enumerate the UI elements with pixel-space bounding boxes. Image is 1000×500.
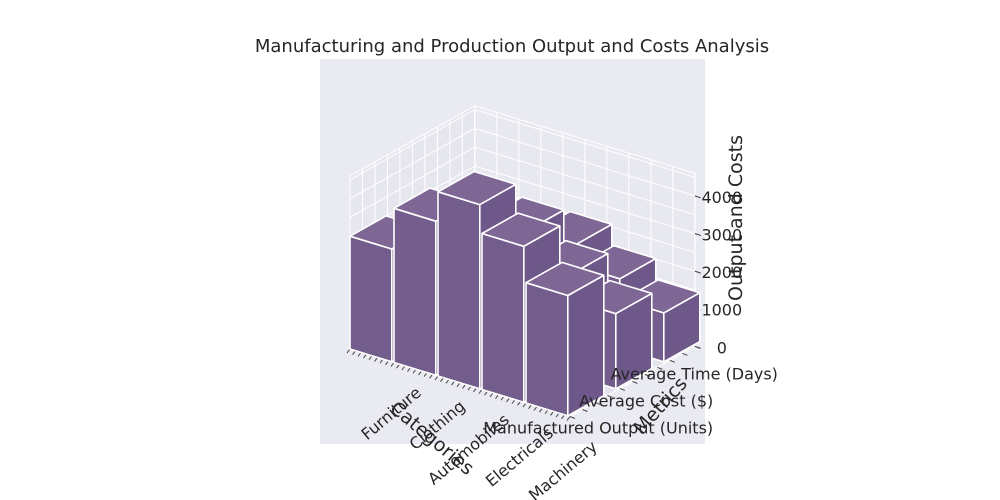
y-tick-label: Manufactured Output (Units) <box>483 419 713 438</box>
y-tick-mark <box>682 352 688 356</box>
bar-top-face <box>525 261 605 297</box>
x-tick-mark <box>473 387 477 393</box>
x-tick-mark <box>467 385 472 391</box>
bar <box>525 261 605 417</box>
y-tick-mark <box>669 359 676 363</box>
bar-front-face <box>481 232 525 404</box>
x-tick-mark <box>385 360 389 366</box>
y-tick-mark <box>657 366 663 370</box>
x-tick-mark <box>561 414 565 420</box>
x-tick-mark <box>346 348 351 354</box>
bar-top-face <box>437 170 517 206</box>
z-tick-label: 3000 <box>701 226 742 245</box>
z-tick-mark <box>694 270 701 274</box>
z-tick-label: 4000 <box>701 188 742 207</box>
z-tick-label: 1000 <box>701 301 742 320</box>
bar-top-face <box>481 212 561 248</box>
x-tick-mark <box>478 389 483 394</box>
y-tick-mark <box>569 416 576 419</box>
y-tick-mark <box>632 380 638 384</box>
y-tick-mark <box>582 409 588 412</box>
bars <box>349 170 701 417</box>
x-tick-mark <box>434 375 439 381</box>
y-tick-mark <box>644 373 651 377</box>
z-tick-label: 2000 <box>701 263 742 282</box>
chart-title: Manufacturing and Production Output and … <box>255 36 769 57</box>
z-tick-label: 0 <box>717 338 727 357</box>
bar-front-face <box>349 235 393 363</box>
x-tick-mark <box>566 416 571 421</box>
bar-front-face <box>437 191 481 390</box>
bar-front-face <box>525 281 569 417</box>
z-axis-label: Output and Costs <box>725 135 747 301</box>
z-tick-mark <box>694 345 701 349</box>
y-tick-mark <box>594 401 601 405</box>
y-tick-label: Average Time (Days) <box>610 365 777 384</box>
x-tick-mark <box>423 372 428 377</box>
x-tick-mark <box>555 412 560 418</box>
x-tick-mark <box>511 399 516 404</box>
x-tick-mark <box>522 402 527 408</box>
z-tick-mark <box>694 233 701 236</box>
y-tick-label: Average Cost ($) <box>579 392 713 411</box>
y-tick-mark <box>619 387 626 391</box>
x-tick-mark <box>390 362 395 367</box>
y-tick-mark <box>607 394 613 398</box>
x-tick-mark <box>517 401 521 406</box>
x-tick-mark <box>379 358 384 364</box>
z-tick-mark <box>694 195 701 199</box>
x-tick-mark <box>429 374 433 379</box>
bar-front-face <box>393 207 437 377</box>
